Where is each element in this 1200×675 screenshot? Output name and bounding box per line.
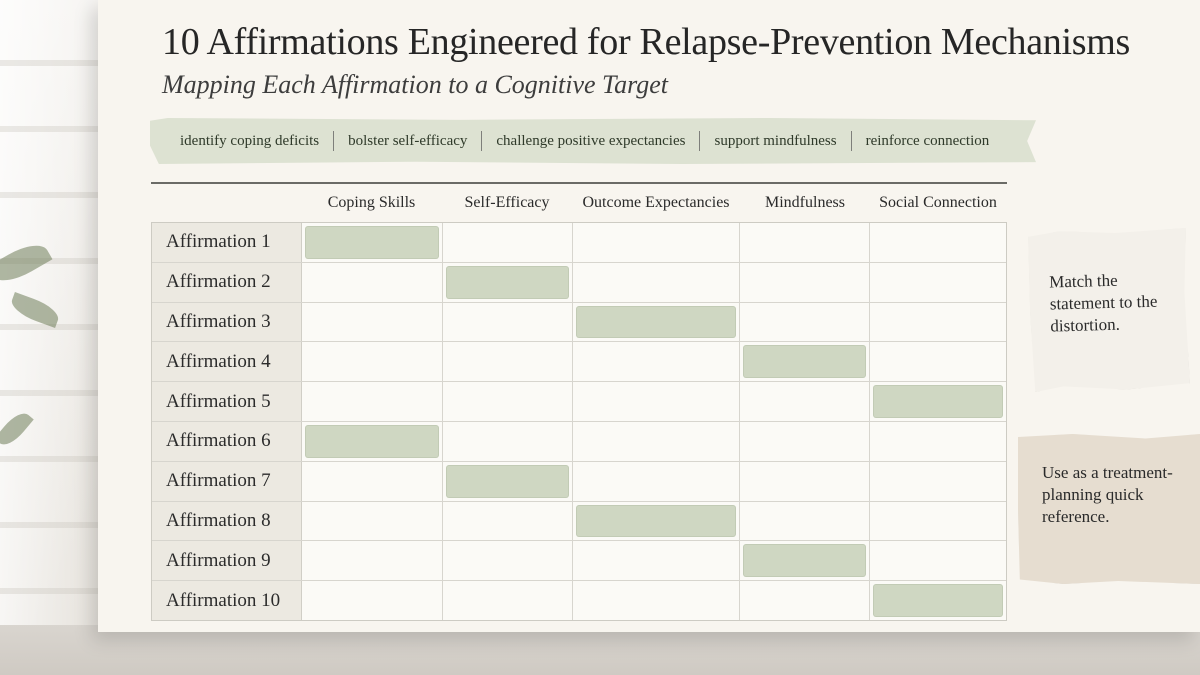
target-cell-highlighted <box>443 262 573 302</box>
table-row: Affirmation 5 <box>152 381 1006 421</box>
matrix-header-row: Coping Skills Self-Efficacy Outcome Expe… <box>151 184 1007 222</box>
table-row: Affirmation 3 <box>152 301 1006 342</box>
target-cell <box>573 262 741 302</box>
page-subtitle: Mapping Each Affirmation to a Cognitive … <box>162 70 669 99</box>
table-row: Affirmation 10 <box>152 580 1006 620</box>
tag-separator <box>481 131 483 151</box>
tag-connection: reinforce connection <box>865 132 990 149</box>
row-label: Affirmation 1 <box>152 223 302 262</box>
target-cell-highlighted <box>573 302 741 342</box>
target-cell <box>443 541 573 581</box>
target-cell <box>573 342 741 382</box>
row-label: Affirmation 3 <box>152 302 302 342</box>
target-cell <box>870 342 1006 381</box>
tag-separator <box>333 131 335 151</box>
table-row: Affirmation 1 <box>152 223 1006 262</box>
table-row: Affirmation 4 <box>152 341 1006 382</box>
target-cell <box>740 262 871 302</box>
target-cell <box>573 461 741 501</box>
table-row: Affirmation 6 <box>152 420 1006 461</box>
target-cell-highlighted <box>870 382 1006 421</box>
target-cell <box>740 501 871 541</box>
shelf-surface <box>0 625 1200 675</box>
target-cell <box>573 541 741 581</box>
target-cell <box>573 382 741 421</box>
target-cell <box>302 262 443 302</box>
table-row: Affirmation 7 <box>152 460 1006 501</box>
target-cell <box>870 541 1006 580</box>
sticky-note-reference: Use as a treatment-planning quick refere… <box>1018 434 1200 584</box>
target-cell <box>302 541 443 581</box>
table-row: Affirmation 9 <box>152 540 1006 581</box>
column-header: Self-Efficacy <box>464 194 550 211</box>
table-row: Affirmation 8 <box>152 500 1006 541</box>
target-cell <box>443 421 573 461</box>
tag-mindfulness: support mindfulness <box>714 132 837 149</box>
target-cell <box>302 461 443 501</box>
sticky-note-match: Match the statement to the distortion. <box>1028 228 1190 392</box>
target-cell <box>870 422 1006 461</box>
target-cell-highlighted <box>573 501 741 541</box>
note-text: Use as a treatment-planning quick refere… <box>1042 463 1173 526</box>
target-cell <box>443 223 573 262</box>
target-cell <box>870 303 1006 342</box>
row-label: Affirmation 2 <box>152 262 302 302</box>
column-header: Social Connection <box>879 194 997 211</box>
row-label: Affirmation 4 <box>152 342 302 382</box>
table-row: Affirmation 2 <box>152 261 1006 302</box>
target-cell <box>573 223 741 262</box>
tag-self-efficacy: bolster self-efficacy <box>348 132 468 149</box>
target-cell-highlighted <box>302 421 443 461</box>
row-label: Affirmation 9 <box>152 541 302 581</box>
target-cell-highlighted <box>870 581 1006 620</box>
row-label: Affirmation 10 <box>152 581 302 620</box>
target-cell <box>573 421 741 461</box>
target-cell <box>443 581 573 620</box>
target-cell <box>443 302 573 342</box>
worksheet-paper: 10 Affirmations Engineered for Relapse-P… <box>98 0 1200 632</box>
window-shadow <box>0 0 110 675</box>
row-label: Affirmation 8 <box>152 501 302 541</box>
target-cell <box>443 382 573 421</box>
target-cell <box>302 501 443 541</box>
target-cell <box>443 342 573 382</box>
target-cell <box>740 302 871 342</box>
row-label: Affirmation 5 <box>152 382 302 421</box>
target-cell <box>302 302 443 342</box>
target-cell <box>443 501 573 541</box>
target-cell-highlighted <box>740 342 871 382</box>
page-title: 10 Affirmations Engineered for Relapse-P… <box>162 21 1130 63</box>
column-header: Mindfulness <box>765 194 845 211</box>
target-tags-ribbon: identify coping deficits bolster self-ef… <box>150 118 1036 164</box>
target-cell <box>740 382 871 421</box>
tag-separator <box>699 131 701 151</box>
target-cell <box>870 502 1006 541</box>
target-cell <box>870 462 1006 501</box>
target-cell <box>870 223 1006 262</box>
target-cell <box>740 223 871 262</box>
target-cell <box>302 342 443 382</box>
column-header: Coping Skills <box>327 194 416 211</box>
target-cell-highlighted <box>740 541 871 581</box>
target-cell <box>870 263 1006 302</box>
row-label: Affirmation 6 <box>152 421 302 461</box>
target-cell-highlighted <box>302 223 443 262</box>
tag-coping: identify coping deficits <box>180 132 320 149</box>
target-cell <box>302 581 443 620</box>
target-cell <box>740 581 871 620</box>
row-label: Affirmation 7 <box>152 461 302 501</box>
target-cell-highlighted <box>443 461 573 501</box>
target-cell <box>573 581 741 620</box>
tag-expectancies: challenge positive expectancies <box>496 132 686 149</box>
target-cell <box>302 382 443 421</box>
tag-separator <box>850 131 852 151</box>
note-text: Match the statement to the distortion. <box>1048 270 1158 336</box>
column-header: Outcome Expectancies <box>582 194 730 211</box>
affirmation-matrix: Coping Skills Self-Efficacy Outcome Expe… <box>151 182 1007 621</box>
target-cell <box>740 461 871 501</box>
target-cell <box>740 421 871 461</box>
